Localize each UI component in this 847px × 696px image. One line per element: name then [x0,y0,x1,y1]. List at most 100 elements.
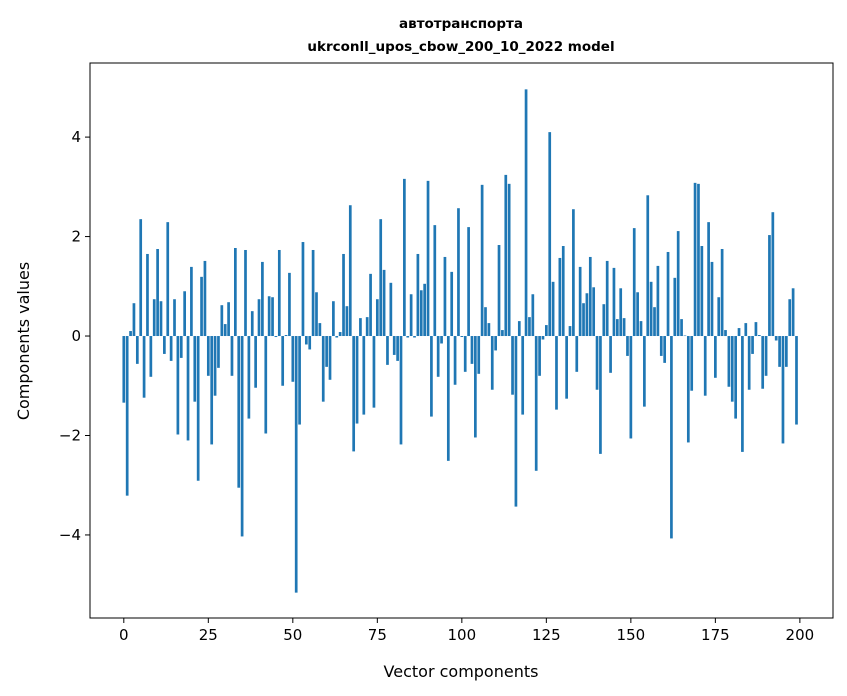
bar-181 [734,336,737,419]
x-tick-label: 0 [119,626,129,644]
bar-93 [436,336,440,377]
bar-164 [676,231,680,337]
bar-25 [206,336,210,376]
bar-185 [747,336,751,390]
bar-74 [372,336,376,408]
bar-163 [673,277,677,337]
bar-77 [382,269,386,337]
bar-87 [416,253,420,337]
bar-38 [250,311,254,337]
bar-175 [714,336,717,378]
bar-194 [778,336,781,367]
bar-83 [403,178,406,337]
bar-6 [142,336,146,398]
y-tick-label: 0 [71,327,81,345]
bar-32 [230,336,234,376]
bar-48 [284,335,288,337]
bar-80 [392,336,396,355]
bar-8 [149,336,153,377]
chart-title-line-1: автотранспорта [399,16,523,32]
bar-97 [450,271,454,337]
bar-198 [791,288,795,337]
bar-183 [741,336,744,452]
bar-29 [220,305,224,337]
bar-120 [528,317,531,337]
bar-2 [129,331,132,337]
bar-134 [575,336,579,372]
bar-140 [595,336,599,390]
bar-188 [757,335,761,337]
x-tick-label: 125 [532,626,561,644]
bar-192 [771,212,775,337]
bar-110 [494,336,497,351]
bar-19 [186,336,190,441]
bar-60 [325,336,328,367]
bar-190 [764,336,768,376]
bar-43 [267,296,271,337]
bar-88 [419,290,423,337]
bar-41 [261,261,264,337]
bar-172 [703,336,707,396]
bar-152 [636,292,639,337]
bar-39 [254,336,257,388]
bar-162 [670,336,673,539]
bar-155 [646,195,650,337]
y-tick-label: 2 [71,228,81,246]
bar-81 [396,336,399,361]
bar-127 [551,281,555,337]
bar-22 [196,336,200,481]
bar-125 [544,325,548,337]
bar-92 [433,225,437,337]
bar-78 [386,336,389,365]
bar-63 [335,336,339,338]
bar-148 [622,318,626,337]
bar-135 [578,266,582,337]
bar-84 [406,336,410,338]
bar-149 [626,336,629,356]
bar-75 [375,299,379,337]
bar-146 [615,319,619,337]
x-tick-label: 25 [199,626,218,644]
bar-173 [707,222,710,337]
bar-178 [724,330,727,337]
bar-35 [240,336,244,537]
bar-21 [193,336,197,402]
bar-89 [423,283,427,337]
bar-79 [389,282,393,337]
bar-9 [152,299,156,337]
bar-96 [446,336,450,461]
bar-34 [237,336,241,488]
bar-44 [271,297,274,337]
x-tick-label: 50 [283,626,302,644]
x-tick-label: 75 [368,626,387,644]
bar-13 [166,222,170,337]
bar-124 [541,336,545,340]
bar-49 [288,272,291,337]
axes-frame [89,62,834,619]
bar-160 [663,336,667,363]
bar-37 [247,336,251,419]
bar-4 [135,336,139,364]
bar-104 [474,336,477,438]
bar-24 [203,260,207,337]
bar-40 [257,299,261,337]
bar-122 [534,336,538,471]
bar-137 [585,293,589,337]
bar-18 [183,291,187,337]
bar-154 [643,336,646,407]
bar-129 [558,257,562,337]
bar-108 [487,323,491,337]
bar-105 [477,336,481,374]
bar-153 [639,321,643,337]
bar-106 [480,184,484,337]
bar-176 [717,297,721,337]
bar-196 [784,336,788,367]
bar-62 [332,301,335,337]
bar-141 [599,336,602,454]
bar-61 [328,336,332,380]
bar-51 [294,336,298,593]
y-axis: −4 −2 0 2 4 [59,128,90,544]
bar-23 [200,276,203,337]
bar-36 [244,249,247,337]
bar-158 [656,265,660,337]
